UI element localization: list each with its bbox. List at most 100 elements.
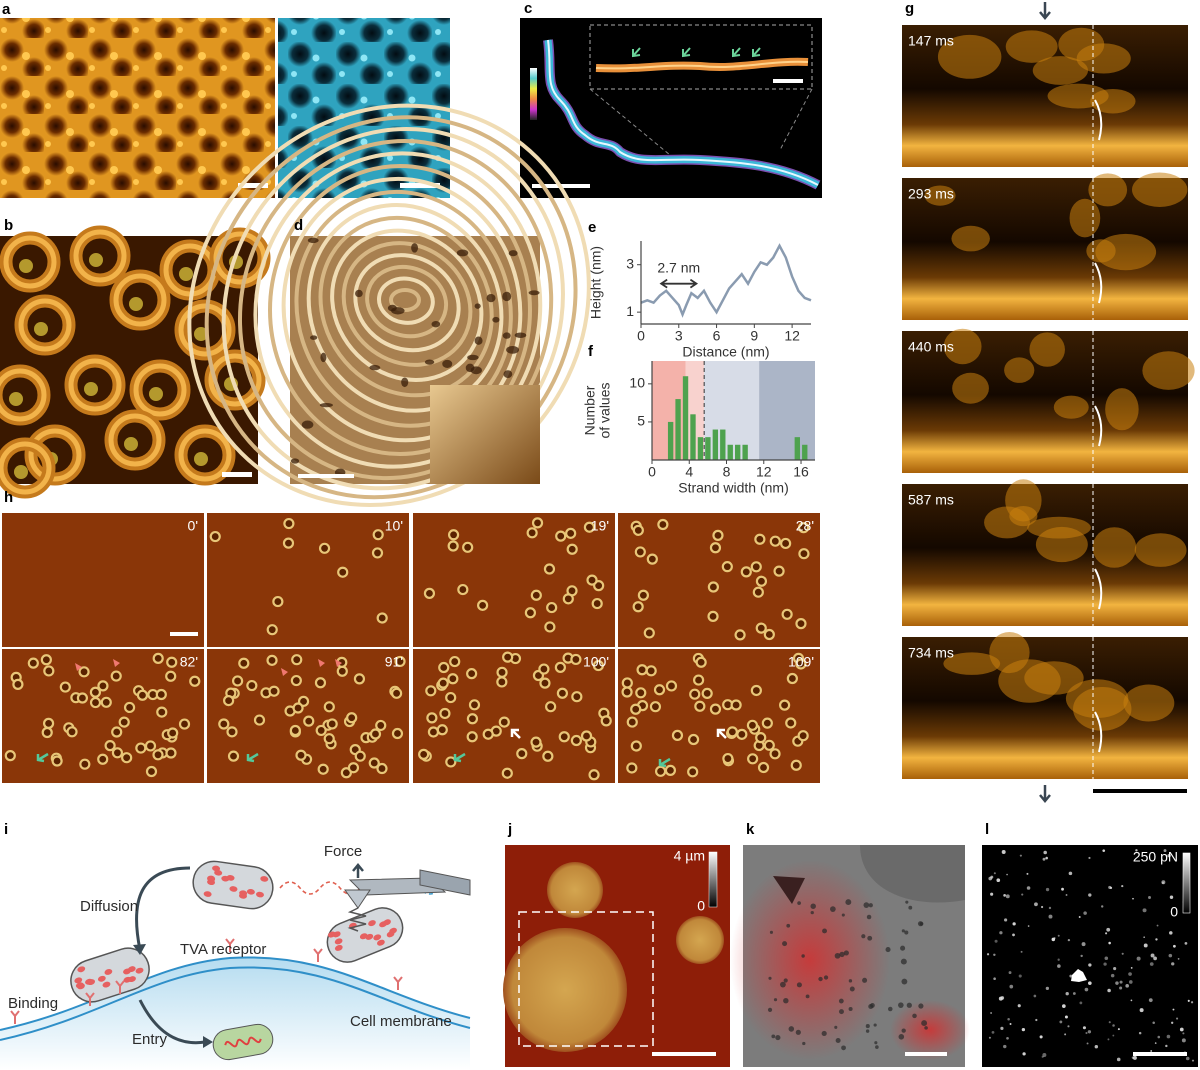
- bar: [735, 444, 741, 460]
- x-tick-label: 6: [713, 328, 721, 344]
- bar: [682, 376, 689, 460]
- ring: [790, 759, 802, 771]
- force-event: [1110, 973, 1115, 978]
- x-tick-label: 3: [675, 328, 683, 344]
- ring: [42, 717, 55, 729]
- ring: [786, 672, 798, 685]
- glycoprotein: [327, 931, 336, 938]
- force-event: [1007, 1017, 1010, 1021]
- glycoprotein: [104, 969, 113, 975]
- force-event: [1130, 999, 1133, 1002]
- ring: [554, 661, 566, 673]
- ring: [166, 656, 178, 668]
- force-event: [1142, 908, 1147, 913]
- force-event: [1080, 954, 1083, 958]
- curve-arrow: [135, 866, 191, 951]
- y-axis-label: Number: [582, 385, 598, 435]
- force-event: [1130, 967, 1133, 969]
- vesicle: [863, 902, 870, 908]
- bar: [727, 444, 733, 460]
- time-label: 293 ms: [908, 186, 954, 202]
- ring: [580, 730, 593, 742]
- shaded-range: [759, 361, 815, 460]
- virus-capsid: [192, 860, 274, 910]
- arrowhead: [133, 944, 146, 955]
- vesicle: [900, 945, 906, 951]
- force-event: [1128, 980, 1133, 984]
- ring: [769, 748, 781, 760]
- panel-label: c: [524, 0, 532, 17]
- colorbar: [708, 851, 718, 908]
- red-arrowhead: [281, 668, 288, 676]
- force-event: [1069, 974, 1073, 978]
- green-arrow: [658, 757, 671, 768]
- x-tick-label: 8: [723, 464, 731, 480]
- ring: [565, 527, 577, 539]
- force-event: [1021, 1027, 1026, 1032]
- ring: [178, 718, 191, 730]
- ring: [110, 670, 122, 682]
- force-event: [1128, 972, 1132, 976]
- vesicle: [906, 1002, 912, 1008]
- vesicle: [768, 976, 772, 980]
- ring: [111, 726, 123, 738]
- force-event: [1078, 916, 1081, 919]
- scale-bar: [1093, 789, 1187, 793]
- time-label: 100': [583, 654, 609, 670]
- scale-bar: [905, 1052, 947, 1056]
- ring: [317, 763, 329, 775]
- ring: [544, 621, 556, 633]
- bar: [720, 429, 726, 460]
- ring: [346, 712, 358, 724]
- membrane-line: [0, 966, 471, 1041]
- force-event: [993, 872, 996, 875]
- ring: [795, 618, 807, 630]
- force-event: [1172, 1008, 1175, 1011]
- ring-core: [124, 437, 138, 451]
- arrowhead: [203, 1036, 213, 1048]
- ring: [496, 676, 508, 688]
- ring: [66, 726, 78, 738]
- molecule-blob: [1029, 332, 1065, 367]
- force-event: [1154, 1042, 1157, 1044]
- force-event: [986, 953, 990, 956]
- ring: [539, 677, 551, 689]
- force-event: [1040, 905, 1044, 909]
- glycoprotein: [214, 869, 223, 876]
- cantilever-base: [419, 869, 471, 896]
- ring: [41, 726, 53, 739]
- vesicle: [901, 978, 908, 985]
- panel-label: g: [905, 0, 914, 17]
- inset-image: [430, 385, 540, 484]
- ring: [79, 758, 91, 770]
- ring: [636, 664, 648, 676]
- molecule-blob: [1069, 198, 1101, 238]
- molecule-blob: [1090, 88, 1136, 114]
- pore: [503, 370, 513, 378]
- vesicle: [788, 1026, 795, 1032]
- force-event: [1135, 849, 1138, 852]
- ring: [368, 757, 380, 769]
- vesicle: [901, 1028, 906, 1033]
- ring-core: [9, 392, 23, 406]
- glycoprotein: [359, 933, 368, 940]
- force-event: [993, 977, 996, 980]
- force-event: [1006, 1036, 1009, 1040]
- ring: [336, 665, 348, 677]
- force-event: [1102, 849, 1106, 853]
- panel-label: a: [2, 1, 11, 18]
- ring: [59, 681, 71, 693]
- ring: [253, 714, 266, 726]
- force-event: [1027, 925, 1030, 927]
- trace-arc: [1094, 405, 1103, 447]
- pore: [290, 458, 300, 464]
- scale-bar: [170, 632, 198, 636]
- pore: [474, 303, 481, 309]
- ring: [178, 428, 232, 482]
- arrow-down: [1039, 785, 1051, 803]
- ring: [292, 702, 304, 714]
- ring: [3, 235, 57, 289]
- vesicle: [805, 994, 810, 999]
- force-event: [1088, 963, 1092, 967]
- force-event: [1136, 956, 1141, 961]
